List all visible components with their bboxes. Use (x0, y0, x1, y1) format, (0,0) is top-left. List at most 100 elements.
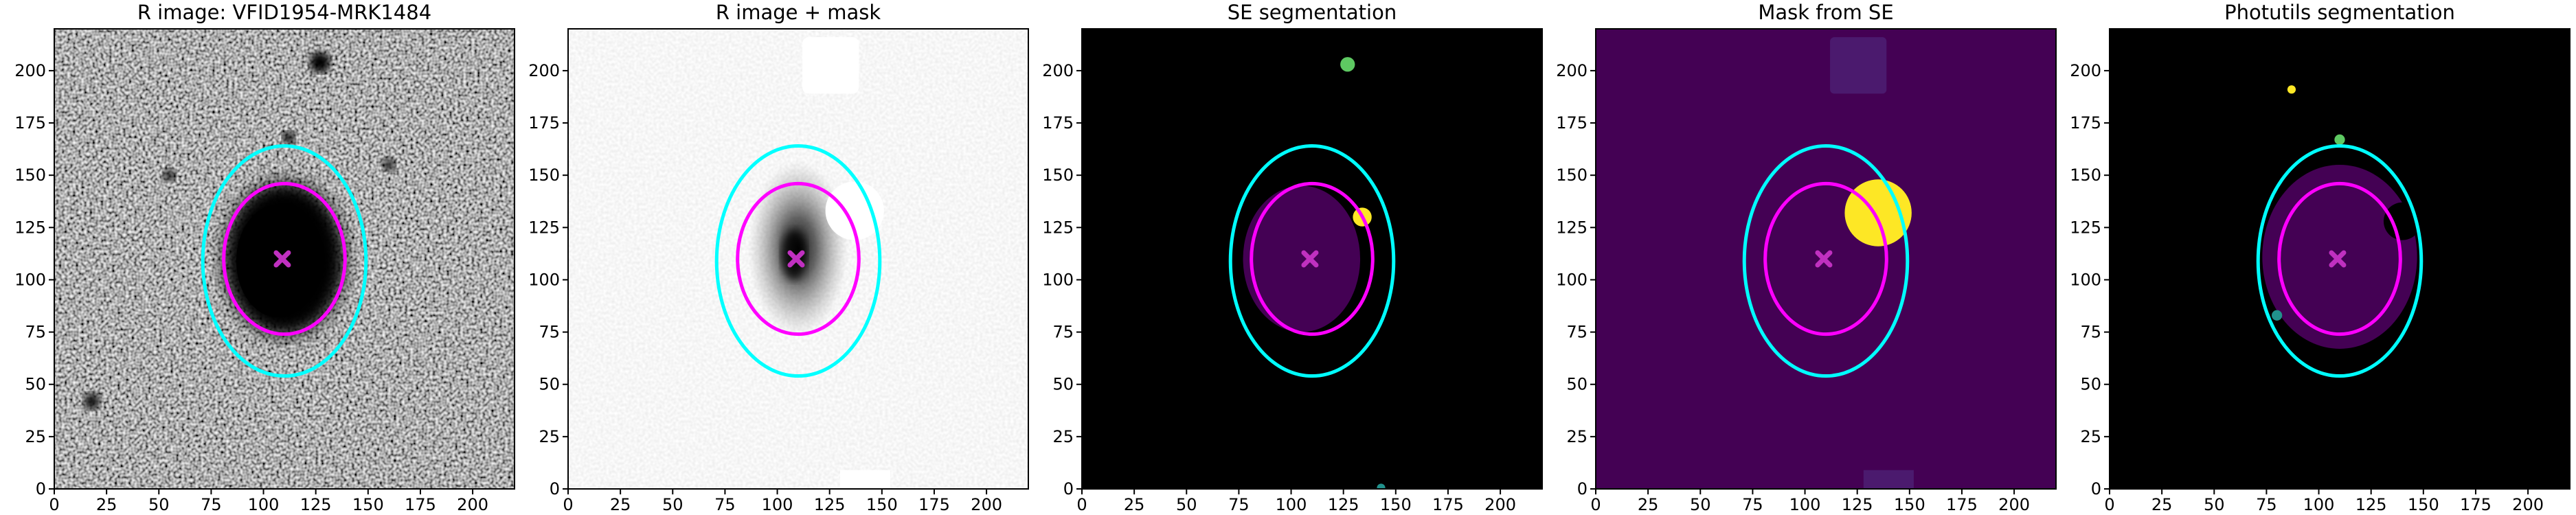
y-tick-label: 200 (528, 61, 560, 80)
x-tick-label: 200 (1484, 495, 1516, 514)
y-tick-label: 150 (14, 165, 46, 185)
y-tick-label: 75 (1566, 323, 1588, 342)
y-tick-label: 200 (14, 61, 46, 80)
y-tick-label: 200 (2070, 61, 2101, 80)
y-tick-label: 25 (2080, 427, 2101, 446)
x-tick-label: 150 (1894, 495, 1925, 514)
center-marker (1301, 250, 1319, 268)
x-tick-label: 200 (2512, 495, 2544, 514)
aperture-ellipse (1742, 144, 1910, 378)
x-tick-label: 50 (662, 495, 683, 514)
x-tick-label: 75 (714, 495, 736, 514)
y-tick-label: 25 (1566, 427, 1588, 446)
y-tick-label: 150 (2070, 165, 2101, 185)
y-tick-label: 100 (528, 270, 560, 289)
aperture-ellipse (222, 181, 347, 336)
aperture-ellipse (2277, 181, 2402, 336)
y-tick-label: 200 (1556, 61, 1588, 80)
axes-frame (54, 28, 515, 490)
x-tick-label: 200 (1998, 495, 2030, 514)
x-tick-label: 125 (2355, 495, 2387, 514)
panel-title: SE segmentation (1228, 1, 1397, 24)
x-tick-label: 125 (1328, 495, 1359, 514)
x-tick-label: 50 (1176, 495, 1197, 514)
x-tick-label: 200 (457, 495, 488, 514)
panel-image (54, 29, 515, 489)
axes-frame (1081, 28, 1543, 490)
x-tick-label: 100 (1276, 495, 1307, 514)
y-tick-label: 50 (25, 375, 46, 394)
y-tick-label: 150 (528, 165, 560, 185)
y-tick-label: 125 (1556, 218, 1588, 237)
y-tick-label: 150 (1042, 165, 1074, 185)
x-tick-label: 175 (2460, 495, 2492, 514)
y-tick-label: 175 (2070, 113, 2101, 133)
x-tick-label: 50 (2204, 495, 2225, 514)
y-tick-label: 0 (1577, 479, 1588, 499)
x-tick-label: 75 (201, 495, 222, 514)
x-tick-label: 175 (1432, 495, 1464, 514)
center-marker (273, 250, 291, 268)
y-tick-label: 175 (1556, 113, 1588, 133)
y-tick-label: 125 (1042, 218, 1074, 237)
y-tick-label: 125 (14, 218, 46, 237)
x-tick-label: 25 (2151, 495, 2173, 514)
y-tick-label: 75 (25, 323, 46, 342)
y-tick-label: 25 (25, 427, 46, 446)
axes-frame (567, 28, 1029, 490)
panel-title: Photutils segmentation (2224, 1, 2455, 24)
center-marker (1815, 250, 1833, 268)
y-tick-label: 25 (1052, 427, 1074, 446)
x-tick-label: 100 (1789, 495, 1821, 514)
y-tick-label: 175 (1042, 113, 1074, 133)
panel-title: R image + mask (716, 1, 881, 24)
x-tick-label: 100 (762, 495, 793, 514)
y-tick-label: 100 (2070, 270, 2101, 289)
y-tick-label: 75 (1052, 323, 1074, 342)
y-tick-label: 125 (2070, 218, 2101, 237)
y-tick-label: 100 (14, 270, 46, 289)
aperture-ellipse (1228, 144, 1396, 378)
x-tick-label: 25 (1638, 495, 1659, 514)
y-tick-label: 50 (1566, 375, 1588, 394)
y-tick-label: 200 (1042, 61, 1074, 80)
x-tick-label: 100 (2303, 495, 2335, 514)
aperture-ellipse (201, 144, 368, 378)
y-tick-label: 50 (1052, 375, 1074, 394)
x-tick-label: 175 (1946, 495, 1978, 514)
axes-frame (2109, 28, 2571, 490)
y-tick-label: 50 (2080, 375, 2101, 394)
y-tick-label: 50 (539, 375, 560, 394)
x-tick-label: 100 (248, 495, 280, 514)
x-tick-label: 25 (610, 495, 631, 514)
y-tick-label: 25 (539, 427, 560, 446)
x-tick-label: 150 (352, 495, 384, 514)
x-tick-label: 25 (1124, 495, 1145, 514)
x-tick-label: 150 (1380, 495, 1412, 514)
y-tick-label: 75 (2080, 323, 2101, 342)
x-tick-label: 50 (1690, 495, 1711, 514)
x-tick-label: 0 (563, 495, 573, 514)
aperture-ellipse (2256, 144, 2424, 378)
y-tick-label: 175 (14, 113, 46, 133)
y-tick-label: 0 (36, 479, 46, 499)
x-tick-label: 0 (2104, 495, 2114, 514)
x-tick-label: 150 (866, 495, 898, 514)
y-tick-label: 175 (528, 113, 560, 133)
x-tick-label: 125 (1842, 495, 1873, 514)
y-tick-label: 0 (550, 479, 560, 499)
x-tick-label: 75 (2256, 495, 2277, 514)
x-tick-label: 0 (49, 495, 59, 514)
y-tick-label: 150 (1556, 165, 1588, 185)
x-tick-label: 75 (1228, 495, 1250, 514)
x-tick-label: 175 (918, 495, 950, 514)
y-tick-label: 100 (1556, 270, 1588, 289)
x-tick-label: 175 (405, 495, 436, 514)
x-tick-label: 125 (814, 495, 846, 514)
x-tick-label: 200 (971, 495, 1002, 514)
x-tick-label: 125 (300, 495, 332, 514)
x-tick-label: 50 (148, 495, 170, 514)
axes-frame (1595, 28, 2057, 490)
y-tick-label: 100 (1042, 270, 1074, 289)
